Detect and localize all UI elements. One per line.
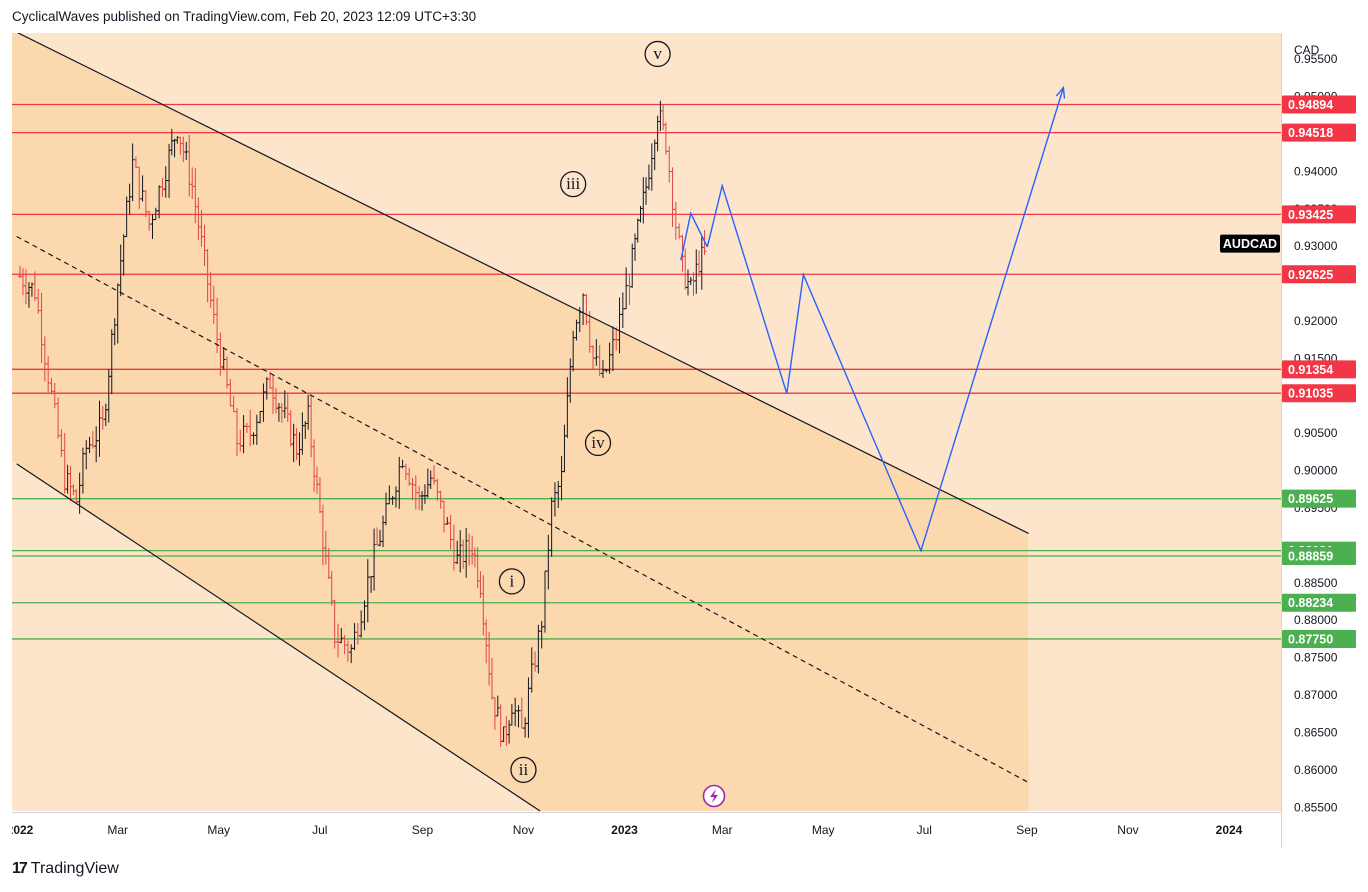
price-tags-layer: 0.94894 0.94518 0.93425 0.92625 0.91354 0.910… [1220,95,1356,648]
resistance-tag-1: 0.94518 [1282,123,1356,142]
tradingview-logo[interactable]: 17 TradingView [12,860,119,878]
projection-layer [680,85,1066,553]
svg-text:0.94518: 0.94518 [1288,126,1333,140]
currency-label: CAD [1294,43,1320,57]
svg-text:0.91035: 0.91035 [1288,387,1333,401]
support-tag-0: 0.89625 [1282,489,1356,508]
price-tick: 0.94000 [1294,164,1338,178]
price-tick: 0.87000 [1294,688,1338,702]
svg-text:AUDCAD: AUDCAD [1223,237,1277,251]
support-tag-2: 0.88859 [1282,546,1356,565]
price-tick: 0.88000 [1294,613,1338,627]
time-tick: Nov [513,823,534,837]
svg-text:i: i [510,571,515,590]
support-tag-3: 0.88234 [1282,593,1356,612]
tradingview-logo-icon: 17 [12,860,28,877]
publication-header: CyclicalWaves published on TradingView.c… [12,9,477,24]
resistance-tag-5: 0.91035 [1282,384,1356,403]
svg-text:v: v [653,44,662,63]
price-axis: 0.955000.950000.940000.935000.930000.920… [1294,52,1338,814]
time-tick: May [812,823,835,837]
time-tick: Mar [107,823,128,837]
replay-icon[interactable] [702,784,726,808]
svg-text:0.89625: 0.89625 [1288,492,1333,506]
wave-label-iii[interactable]: iii [560,170,587,198]
time-tick: Nov [1117,823,1138,837]
channel-fill [12,33,1029,811]
channel-upper-line[interactable] [16,33,1029,535]
resistance-tag-4: 0.91354 [1282,360,1356,379]
wave-label-ii[interactable]: ii [510,756,537,784]
svg-text:0.93425: 0.93425 [1288,208,1333,222]
price-tick: 0.87500 [1294,651,1338,665]
svg-text:0.94894: 0.94894 [1288,98,1333,112]
channel-fill-layer [12,33,1029,811]
svg-text:0.88234: 0.88234 [1288,596,1333,610]
channel-lower-line[interactable] [16,463,541,812]
wave-label-i[interactable]: i [498,568,526,595]
time-tick: 2023 [611,823,638,837]
price-tick: 0.86500 [1294,725,1338,739]
svg-text:0.87750: 0.87750 [1288,632,1333,646]
time-tick: Sep [1016,823,1038,837]
svg-text:0.91354: 0.91354 [1288,363,1333,377]
time-tick: Sep [412,823,434,837]
price-tick: 0.86000 [1294,763,1338,777]
svg-text:ii: ii [519,760,529,779]
time-tick: Jul [312,823,327,837]
wave-label-v[interactable]: v [644,40,671,68]
price-tick: 0.88500 [1294,576,1338,590]
projection-path[interactable] [706,87,1065,553]
price-tick: 0.90500 [1294,426,1338,440]
price-tick: 0.90000 [1294,464,1338,478]
price-tick: 0.93000 [1294,239,1338,253]
price-tick: 0.92000 [1294,314,1338,328]
wave-label-iv[interactable]: iv [584,429,612,457]
projection-arrowhead [1055,85,1066,99]
below-channel-area [12,460,541,811]
time-tick: 2022 [12,823,34,837]
svg-text:iv: iv [591,433,605,452]
svg-text:0.88859: 0.88859 [1288,549,1333,563]
time-tick: Mar [712,823,733,837]
channel-midline[interactable] [16,235,1029,784]
tradingview-logo-text: TradingView [30,860,119,877]
resistance-tag-0: 0.94894 [1282,95,1356,114]
trendlines-layer [16,33,1029,812]
price-tick: 0.95500 [1294,52,1338,66]
time-tick: Jul [917,823,932,837]
projection-hook[interactable] [680,211,708,261]
time-tick: May [207,823,230,837]
support-tag-4: 0.87750 [1282,629,1356,648]
time-axis: 2022 Mar May Jul Sep Nov 2023 Mar May Jul Sep Nov 20… [12,823,1243,837]
resistance-tag-3: 0.92625 [1282,265,1356,284]
svg-text:iii: iii [566,174,580,193]
horizontal-levels-layer [12,103,1281,640]
time-tick: 2024 [1216,823,1243,837]
symbol-tag: AUDCAD [1220,234,1280,253]
svg-text:0.92625: 0.92625 [1288,268,1333,282]
candles-layer [18,100,707,747]
resistance-tag-2: 0.93425 [1282,205,1356,224]
price-tick: 0.85500 [1294,800,1338,814]
